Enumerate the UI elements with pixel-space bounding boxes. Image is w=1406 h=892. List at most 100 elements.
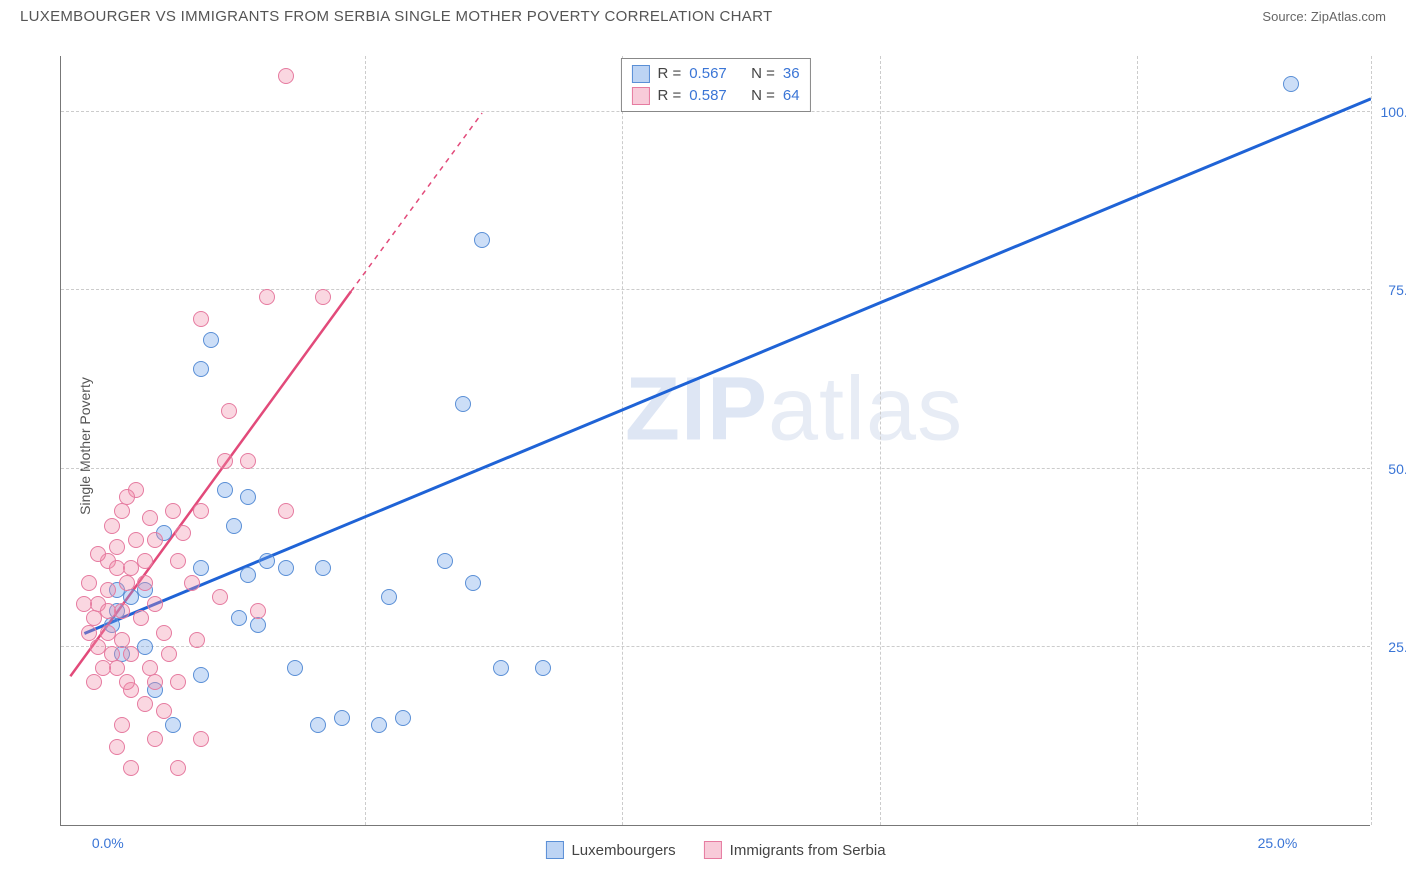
legend-correlation: R = 0.567 N = 36 R = 0.587 N = 64 xyxy=(620,58,810,112)
data-point xyxy=(221,403,237,419)
data-point xyxy=(217,453,233,469)
legend-n-label: N = xyxy=(751,63,775,85)
data-point xyxy=(217,482,233,498)
data-point xyxy=(114,603,130,619)
data-point xyxy=(86,674,102,690)
data-point xyxy=(193,560,209,576)
data-point xyxy=(119,674,135,690)
data-point xyxy=(170,553,186,569)
data-point xyxy=(193,311,209,327)
source-label: Source: xyxy=(1262,9,1307,24)
data-point xyxy=(128,532,144,548)
legend-r-value: 0.587 xyxy=(689,85,727,107)
legend-item-luxembourgers: Luxembourgers xyxy=(545,841,675,859)
data-point xyxy=(142,510,158,526)
data-point xyxy=(193,667,209,683)
data-point xyxy=(100,603,116,619)
legend-series: Luxembourgers Immigrants from Serbia xyxy=(545,841,885,859)
data-point xyxy=(114,717,130,733)
data-point xyxy=(165,717,181,733)
data-point xyxy=(90,546,106,562)
legend-r-label: R = xyxy=(657,63,681,85)
header: LUXEMBOURGER VS IMMIGRANTS FROM SERBIA S… xyxy=(0,0,1406,29)
data-point xyxy=(95,660,111,676)
data-point xyxy=(147,596,163,612)
data-point xyxy=(76,596,92,612)
data-point xyxy=(193,503,209,519)
legend-swatch-blue xyxy=(631,65,649,83)
legend-item-serbia: Immigrants from Serbia xyxy=(704,841,886,859)
data-point xyxy=(287,660,303,676)
legend-row-pink: R = 0.587 N = 64 xyxy=(631,85,799,107)
data-point xyxy=(81,575,97,591)
data-point xyxy=(395,710,411,726)
gridline-vertical xyxy=(365,56,366,825)
data-point xyxy=(170,674,186,690)
data-point xyxy=(212,589,228,605)
gridline-vertical xyxy=(880,56,881,825)
data-point xyxy=(203,332,219,348)
legend-n-value: 36 xyxy=(783,63,800,85)
x-tick-label: 25.0% xyxy=(1258,835,1298,851)
y-tick-label: 25.0% xyxy=(1374,639,1406,655)
data-point xyxy=(315,560,331,576)
legend-label: Immigrants from Serbia xyxy=(730,842,886,859)
legend-r-value: 0.567 xyxy=(689,63,727,85)
data-point xyxy=(381,589,397,605)
data-point xyxy=(259,553,275,569)
x-tick-label: 0.0% xyxy=(92,835,124,851)
gridline-vertical xyxy=(1371,56,1372,825)
legend-row-blue: R = 0.567 N = 36 xyxy=(631,63,799,85)
data-point xyxy=(250,603,266,619)
data-point xyxy=(119,575,135,591)
data-point xyxy=(165,503,181,519)
gridline-vertical xyxy=(622,56,623,825)
source-link[interactable]: ZipAtlas.com xyxy=(1311,9,1386,24)
trend-line-dashed xyxy=(351,113,482,291)
legend-swatch-pink xyxy=(631,87,649,105)
data-point xyxy=(193,361,209,377)
gridline-horizontal xyxy=(61,289,1370,290)
data-point xyxy=(142,660,158,676)
data-point xyxy=(109,739,125,755)
data-point xyxy=(310,717,326,733)
legend-r-label: R = xyxy=(657,85,681,107)
y-tick-label: 50.0% xyxy=(1374,461,1406,477)
data-point xyxy=(474,232,490,248)
gridline-horizontal xyxy=(61,646,1370,647)
data-point xyxy=(123,646,139,662)
legend-n-label: N = xyxy=(751,85,775,107)
data-point xyxy=(1283,76,1299,92)
data-point xyxy=(465,575,481,591)
data-point xyxy=(104,646,120,662)
data-point xyxy=(109,660,125,676)
data-point xyxy=(455,396,471,412)
data-point xyxy=(193,731,209,747)
chart-area: Single Mother Poverty R = 0.567 N = 36 R… xyxy=(20,36,1386,856)
data-point xyxy=(137,575,153,591)
data-point xyxy=(535,660,551,676)
data-point xyxy=(170,760,186,776)
data-point xyxy=(100,582,116,598)
watermark: ZIPatlas xyxy=(625,358,963,461)
legend-swatch-pink xyxy=(704,841,722,859)
data-point xyxy=(156,625,172,641)
data-point xyxy=(161,646,177,662)
data-point xyxy=(240,489,256,505)
data-point xyxy=(278,68,294,84)
data-point xyxy=(137,696,153,712)
data-point xyxy=(184,575,200,591)
data-point xyxy=(123,560,139,576)
data-point xyxy=(81,625,97,641)
y-tick-label: 75.0% xyxy=(1374,282,1406,298)
data-point xyxy=(240,567,256,583)
data-point xyxy=(231,610,247,626)
legend-label: Luxembourgers xyxy=(571,842,675,859)
data-point xyxy=(278,560,294,576)
chart-title: LUXEMBOURGER VS IMMIGRANTS FROM SERBIA S… xyxy=(20,8,772,25)
data-point xyxy=(109,539,125,555)
data-point xyxy=(278,503,294,519)
data-point xyxy=(147,532,163,548)
data-point xyxy=(437,553,453,569)
data-point xyxy=(259,289,275,305)
